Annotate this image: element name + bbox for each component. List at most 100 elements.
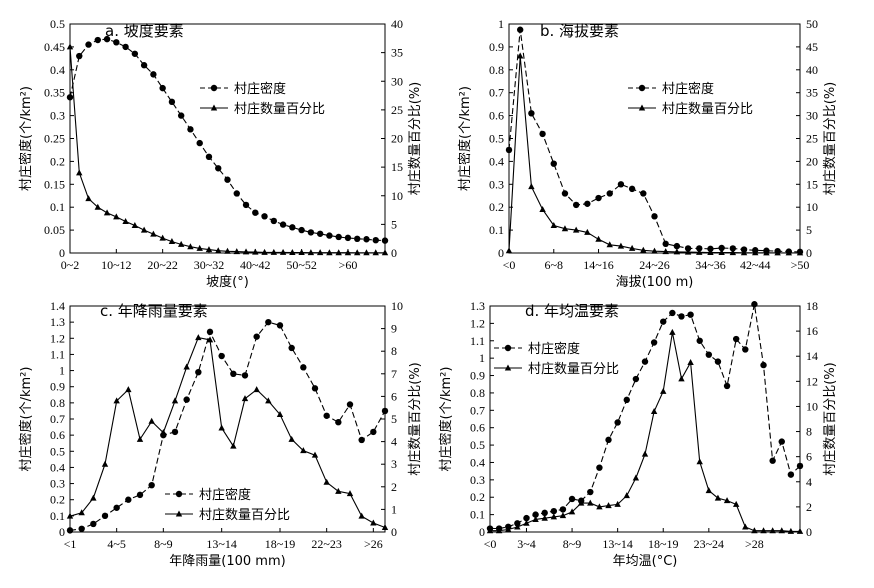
- density-point: [288, 344, 295, 352]
- density-point: [760, 361, 767, 369]
- percent-point: [101, 460, 109, 467]
- density-point: [279, 221, 287, 228]
- density-point: [687, 311, 694, 318]
- x-tick-label: 18~19: [265, 537, 296, 551]
- percent-point: [568, 508, 576, 515]
- y2-tick-label: 0: [806, 246, 812, 260]
- percent-point: [561, 225, 569, 232]
- legend-density-marker: [175, 490, 183, 498]
- x-tick-label: >26: [364, 537, 383, 551]
- percent-point: [316, 249, 324, 256]
- y-axis-label: 村庄密度(个/km²): [438, 367, 454, 472]
- percent-point: [66, 512, 74, 519]
- legend-density-marker: [638, 84, 646, 92]
- density-point: [307, 229, 315, 236]
- density-point: [640, 190, 647, 197]
- chart-title: a. 坡度要素: [105, 22, 184, 40]
- percent-point: [669, 328, 676, 335]
- density-point: [572, 201, 580, 209]
- density-point: [660, 318, 667, 325]
- density-point: [326, 232, 333, 239]
- x-tick-label: >60: [339, 258, 358, 272]
- percent-point: [242, 248, 250, 255]
- density-point: [605, 436, 612, 444]
- percent-point: [687, 359, 694, 365]
- chart-title: c. 年降雨量要素: [100, 302, 208, 320]
- y2-tick-label: 3: [391, 457, 397, 471]
- density-point: [641, 358, 649, 365]
- x-tick-label: 8~9: [563, 537, 582, 551]
- legend-density-label: 村庄密度: [528, 341, 580, 357]
- density-point: [242, 201, 250, 209]
- density-point: [732, 335, 740, 343]
- percent-point: [714, 494, 722, 501]
- density-point: [122, 43, 129, 51]
- y2-tick-label: 6: [806, 450, 812, 464]
- percent-point: [131, 222, 139, 229]
- percent-point: [177, 240, 185, 247]
- percent-point: [732, 500, 740, 507]
- y2-tick-label: 5: [806, 223, 812, 237]
- y-tick-label: 0.4: [470, 455, 485, 469]
- x-tick-label: 13~14: [602, 537, 633, 551]
- percent-point: [752, 249, 759, 256]
- legend-percent-label: 村庄数量百分比: [662, 101, 753, 117]
- y-tick-label: 1.3: [470, 299, 485, 313]
- density-point: [742, 346, 749, 353]
- percent-point: [148, 417, 155, 424]
- density-point: [187, 126, 194, 133]
- percent-point: [796, 527, 804, 534]
- density-point: [650, 339, 658, 346]
- y-tick-label: 0.6: [470, 421, 485, 435]
- density-point: [705, 351, 713, 358]
- y2-tick-label: 6: [391, 389, 397, 403]
- percent-point: [718, 249, 725, 256]
- y-tick-label: 0.9: [489, 40, 504, 54]
- percent-point: [113, 397, 120, 404]
- density-point: [729, 245, 737, 252]
- y-tick-label: 1.2: [470, 316, 485, 330]
- percent-point: [90, 494, 97, 501]
- percent-point: [233, 248, 240, 255]
- density-point: [113, 504, 120, 511]
- density-point: [168, 98, 176, 106]
- density-point: [150, 71, 157, 78]
- percent-point: [288, 435, 295, 442]
- density-point: [381, 237, 389, 244]
- x-tick-label: <0: [503, 258, 516, 272]
- percent-point: [113, 213, 120, 220]
- percent-point: [678, 375, 685, 382]
- x-axis-label: 年均温(°C): [613, 554, 678, 569]
- density-point: [628, 185, 636, 193]
- percent-point: [605, 502, 612, 509]
- x-tick-label: >50: [791, 258, 810, 272]
- percent-point: [640, 246, 647, 253]
- density-point: [505, 146, 513, 154]
- percent-point: [279, 248, 287, 255]
- x-axis-label: 坡度(°): [206, 274, 249, 290]
- y2-tick-label: 5: [391, 412, 397, 426]
- density-point: [195, 368, 202, 376]
- x-tick-label: 40~42: [240, 258, 271, 272]
- y-tick-label: 0.1: [470, 508, 485, 522]
- y2-tick-label: 25: [391, 103, 403, 117]
- y2-tick-label: 8: [806, 425, 812, 439]
- x-tick-label: 8~9: [154, 537, 173, 551]
- density-point: [541, 509, 548, 517]
- percent-point: [505, 525, 512, 532]
- y-tick-label: 1.4: [50, 299, 65, 313]
- x-tick-label: <0: [484, 537, 497, 551]
- y-tick-label: 1.1: [470, 334, 485, 348]
- density-point: [270, 217, 278, 225]
- percent-point: [276, 410, 284, 417]
- y2-tick-label: 2: [391, 480, 397, 494]
- chart-title: b. 海拔要素: [540, 22, 619, 40]
- y-tick-label: 0.3: [50, 477, 65, 491]
- density-point: [224, 176, 231, 183]
- density-point: [595, 194, 602, 202]
- y-tick-label: 0.4: [489, 154, 504, 168]
- percent-point: [358, 512, 365, 519]
- x-axis-label: 海拔(100 m): [616, 275, 694, 290]
